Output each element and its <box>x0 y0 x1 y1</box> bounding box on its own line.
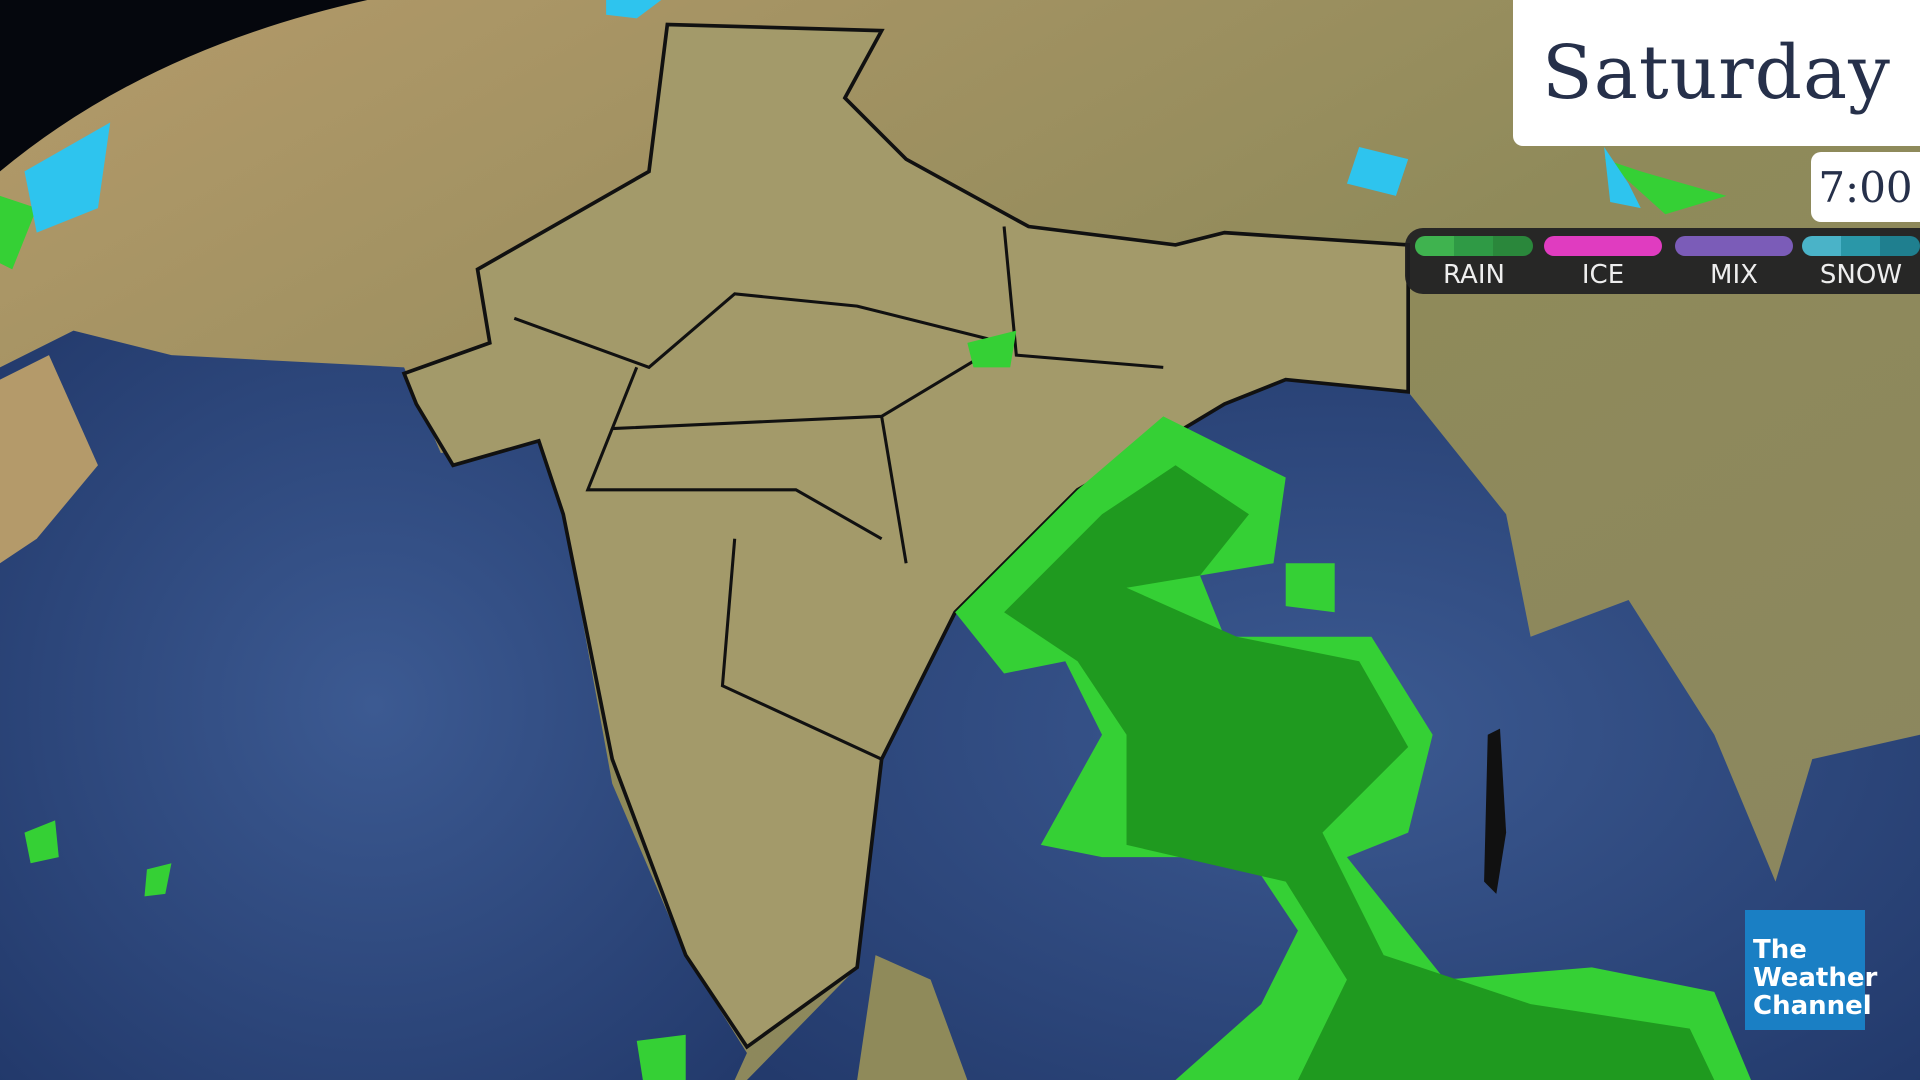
time-box: 7:00 <box>1811 152 1920 222</box>
andaman-islands <box>1484 728 1507 894</box>
legend-bar-snow <box>1802 236 1920 256</box>
logo-line: The <box>1753 935 1807 965</box>
sri-lanka <box>857 955 968 1080</box>
logo-line: Channel <box>1753 991 1872 1021</box>
legend-item-mix: MIX <box>1675 236 1793 290</box>
space-corner <box>0 0 368 172</box>
rain-bands <box>0 159 1752 1080</box>
arabian-sea <box>0 330 747 1080</box>
snow-bands <box>24 0 1641 233</box>
state-borders <box>513 226 1164 761</box>
precipitation-legend: RAIN ICE MIX SNOW <box>1405 228 1920 294</box>
legend-bar-rain <box>1415 236 1533 256</box>
time-label: 7:00 <box>1818 162 1913 212</box>
legend-label: MIX <box>1710 260 1758 290</box>
legend-item-ice: ICE <box>1544 236 1662 290</box>
india-outline <box>401 22 1410 1050</box>
day-label: Saturday <box>1542 30 1891 116</box>
legend-label: RAIN <box>1443 260 1505 290</box>
legend-item-rain: RAIN <box>1415 236 1533 290</box>
weather-channel-logo: The Weather Channel <box>1745 910 1878 1030</box>
legend-bar-ice <box>1544 236 1662 256</box>
legend-item-snow: SNOW <box>1802 236 1920 290</box>
logo-line: Weather <box>1753 963 1878 993</box>
day-panel: Saturday <box>1513 0 1920 146</box>
legend-bar-mix <box>1675 236 1793 256</box>
legend-label: ICE <box>1581 260 1625 290</box>
legend-label: SNOW <box>1819 260 1903 290</box>
arabian-peninsula <box>0 355 98 564</box>
